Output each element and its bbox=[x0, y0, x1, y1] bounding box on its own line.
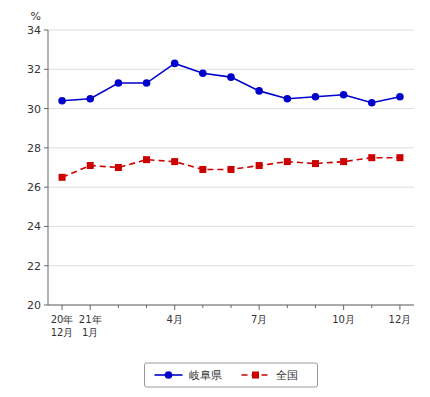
x-tick bbox=[62, 305, 63, 310]
x-tick-label: 4月 bbox=[167, 314, 183, 325]
point bbox=[171, 158, 178, 165]
x-axis: 20年12月21年1月 4月 7月 10月 12月 bbox=[48, 305, 414, 338]
y-tick-label: 30 bbox=[27, 103, 41, 116]
point bbox=[284, 158, 291, 165]
y-tick-label: 24 bbox=[27, 220, 41, 233]
point bbox=[256, 162, 263, 169]
point bbox=[255, 87, 263, 95]
y-tick-label: 22 bbox=[27, 260, 41, 273]
x-minor-tick bbox=[315, 305, 316, 308]
legend-label: 全国 bbox=[276, 369, 298, 382]
grid-line bbox=[48, 265, 414, 266]
legend-frame bbox=[145, 363, 318, 387]
x-tick-label: 20年12月 bbox=[51, 314, 74, 338]
x-tick bbox=[174, 305, 175, 310]
point bbox=[87, 162, 94, 169]
x-tick bbox=[259, 305, 260, 310]
point bbox=[312, 160, 319, 167]
point bbox=[312, 93, 320, 101]
y-tick bbox=[44, 265, 48, 266]
series bbox=[58, 60, 403, 107]
point bbox=[284, 95, 292, 103]
line bbox=[62, 158, 400, 178]
x-minor-tick bbox=[146, 305, 147, 308]
y-tick-label: 34 bbox=[27, 24, 41, 37]
y-tick bbox=[44, 226, 48, 227]
grid-line bbox=[48, 187, 414, 188]
point bbox=[143, 156, 150, 163]
y-tick bbox=[44, 30, 48, 31]
y-axis-line bbox=[48, 30, 49, 305]
point bbox=[115, 79, 123, 87]
point bbox=[396, 154, 403, 161]
point bbox=[340, 158, 347, 165]
y-axis-label: % bbox=[31, 10, 41, 23]
y-tick bbox=[44, 305, 48, 306]
point bbox=[86, 95, 94, 103]
x-tick-label: 7月 bbox=[251, 314, 267, 325]
grid-line bbox=[48, 69, 414, 70]
x-minor-tick bbox=[287, 305, 288, 308]
x-tick bbox=[343, 305, 344, 310]
y-tick bbox=[44, 187, 48, 188]
series bbox=[59, 154, 404, 181]
point bbox=[58, 97, 66, 105]
grid-line bbox=[48, 147, 414, 148]
point bbox=[368, 154, 375, 161]
legend-marker bbox=[165, 371, 173, 379]
point bbox=[199, 69, 207, 77]
point bbox=[228, 166, 235, 173]
x-minor-tick bbox=[202, 305, 203, 308]
point bbox=[340, 91, 348, 99]
y-tick-label: 26 bbox=[27, 181, 41, 194]
point bbox=[115, 164, 122, 171]
legend: 岐阜県 全国 bbox=[145, 363, 318, 387]
plot-area bbox=[58, 60, 403, 181]
line bbox=[62, 63, 400, 102]
y-axis: 20 22 24 26 28 30 32 34 bbox=[27, 24, 48, 312]
y-tick bbox=[44, 69, 48, 70]
y-tick-label: 28 bbox=[27, 142, 41, 155]
grid bbox=[48, 30, 414, 305]
x-tick-label: 21年1月 bbox=[79, 314, 102, 338]
point bbox=[368, 99, 376, 107]
legend-marker bbox=[252, 372, 259, 379]
point bbox=[143, 79, 151, 87]
x-minor-tick bbox=[118, 305, 119, 308]
x-minor-tick bbox=[231, 305, 232, 308]
grid-line bbox=[48, 108, 414, 109]
point bbox=[59, 174, 66, 181]
point bbox=[396, 93, 404, 101]
x-tick bbox=[399, 305, 400, 310]
grid-line bbox=[48, 30, 414, 31]
grid-line bbox=[48, 226, 414, 227]
point bbox=[199, 166, 206, 173]
legend-label: 岐阜県 bbox=[189, 369, 222, 382]
chart: 20 22 24 26 28 30 32 34% 20年12月21年1月 4月 7月 10月 12月岐阜… bbox=[0, 0, 430, 397]
y-tick-label: 32 bbox=[27, 63, 41, 76]
y-tick bbox=[44, 108, 48, 109]
x-minor-tick bbox=[371, 305, 372, 308]
point bbox=[171, 60, 179, 68]
x-tick-label: 12月 bbox=[389, 314, 412, 325]
point bbox=[227, 73, 235, 81]
y-tick bbox=[44, 147, 48, 148]
x-tick-label: 10月 bbox=[332, 314, 355, 325]
y-tick-label: 20 bbox=[27, 299, 41, 312]
x-tick bbox=[90, 305, 91, 310]
